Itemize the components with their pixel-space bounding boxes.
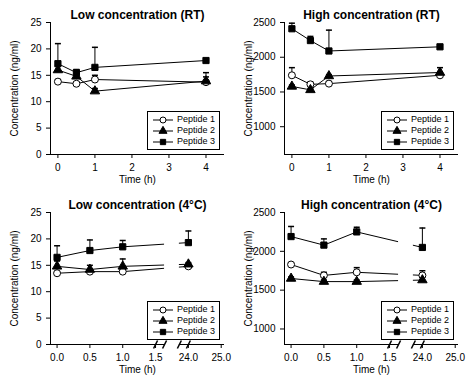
svg-text:1.0: 1.0 (116, 352, 130, 363)
svg-text:0.5: 0.5 (83, 352, 97, 363)
svg-text:2: 2 (129, 162, 135, 173)
svg-text:Time (h): Time (h) (353, 174, 390, 185)
html-text:Peptide 1: Peptide 1 (177, 114, 215, 124)
html-text:Peptide 1: Peptide 1 (411, 114, 449, 124)
svg-text:1500: 1500 (253, 86, 276, 97)
svg-text:1.5: 1.5 (149, 352, 163, 363)
svg-text:0: 0 (55, 162, 61, 173)
html-text:Peptide 3: Peptide 3 (177, 326, 215, 336)
svg-text:1: 1 (326, 162, 332, 173)
svg-text:0: 0 (289, 162, 295, 173)
svg-text:25: 25 (30, 17, 42, 28)
svg-text:3: 3 (166, 162, 172, 173)
svg-text:High concentration (4°C): High concentration (4°C) (301, 198, 442, 212)
svg-text:1: 1 (92, 162, 98, 173)
svg-text:24.0: 24.0 (179, 352, 199, 363)
html-text:Peptide 2: Peptide 2 (177, 315, 215, 325)
svg-text:0.0: 0.0 (50, 352, 64, 363)
svg-text:2500: 2500 (253, 17, 276, 28)
html-text:Peptide 3: Peptide 3 (177, 136, 215, 146)
svg-text:10: 10 (30, 96, 42, 107)
svg-text:1500: 1500 (253, 284, 276, 295)
html-text:Peptide 1: Peptide 1 (177, 304, 215, 314)
svg-text:0: 0 (36, 339, 42, 350)
svg-text:2000: 2000 (253, 51, 276, 62)
svg-text:0: 0 (36, 149, 42, 160)
svg-text:2: 2 (363, 162, 369, 173)
svg-text:15: 15 (30, 260, 42, 271)
svg-text:4: 4 (437, 162, 443, 173)
svg-text:0.0: 0.0 (284, 352, 298, 363)
svg-text:Time (h): Time (h) (353, 364, 390, 375)
svg-text:Time (h): Time (h) (119, 364, 156, 375)
svg-text:2500: 2500 (253, 207, 276, 218)
svg-text:4: 4 (203, 162, 209, 173)
svg-text:20: 20 (30, 233, 42, 244)
svg-text:1.5: 1.5 (383, 352, 397, 363)
html-text:Peptide 2: Peptide 2 (177, 125, 215, 135)
html-text:Peptide 2: Peptide 2 (411, 315, 449, 325)
svg-text:25.0: 25.0 (211, 352, 231, 363)
svg-text:15: 15 (30, 70, 42, 81)
svg-text:20: 20 (30, 43, 42, 54)
svg-text:5: 5 (36, 122, 42, 133)
svg-text:Concentration (ng/ml): Concentration (ng/ml) (243, 40, 254, 136)
svg-text:Time (h): Time (h) (119, 174, 156, 185)
html-text:Peptide 3: Peptide 3 (411, 326, 449, 336)
svg-text:3: 3 (400, 162, 406, 173)
svg-text:High concentration (RT): High concentration (RT) (303, 8, 440, 22)
svg-text:24.0: 24.0 (413, 352, 433, 363)
svg-text:25: 25 (30, 207, 42, 218)
svg-text:1000: 1000 (253, 121, 276, 132)
svg-text:10: 10 (30, 286, 42, 297)
svg-text:1000: 1000 (253, 323, 276, 334)
svg-text:Concentration (ng/ml): Concentration (ng/ml) (9, 230, 20, 326)
html-text:Peptide 3: Peptide 3 (411, 136, 449, 146)
html-text:Peptide 2: Peptide 2 (411, 125, 449, 135)
svg-text:1.0: 1.0 (350, 352, 364, 363)
svg-text:Low concentration (RT): Low concentration (RT) (71, 8, 205, 22)
svg-text:Concentration (ng/ml): Concentration (ng/ml) (243, 230, 254, 326)
svg-text:Concentration (ng/ml): Concentration (ng/ml) (9, 40, 20, 136)
svg-text:0.5: 0.5 (317, 352, 331, 363)
svg-text:25.0: 25.0 (445, 352, 465, 363)
html-text:Peptide 1: Peptide 1 (411, 304, 449, 314)
svg-text:Low concentration (4°C): Low concentration (4°C) (68, 198, 206, 212)
svg-text:2000: 2000 (253, 246, 276, 257)
svg-text:5: 5 (36, 312, 42, 323)
